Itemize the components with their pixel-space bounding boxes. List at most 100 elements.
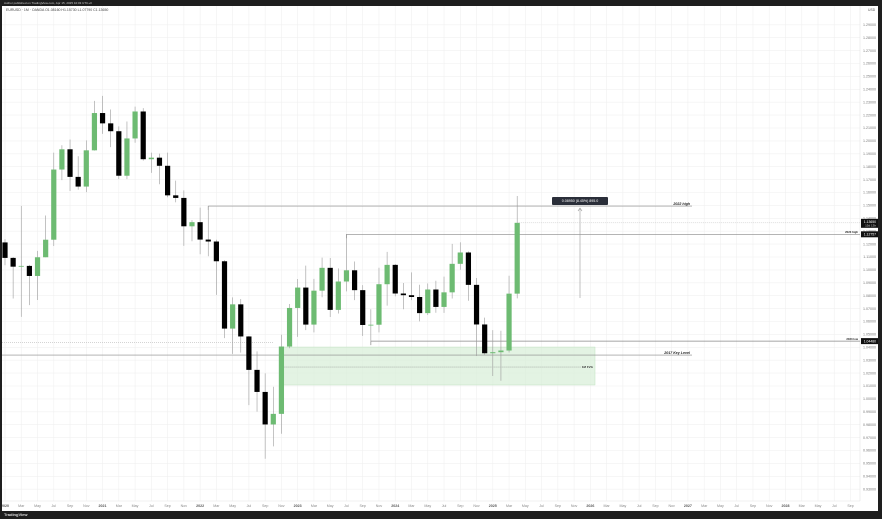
price-tick-label: 1.26000 [863,62,876,66]
price-tick-label: 1.01000 [863,384,876,388]
candle [506,275,512,353]
candle [18,205,24,317]
price-tick-label: 1.29000 [863,23,876,27]
candle-body [360,290,366,325]
candle-body [343,270,350,282]
candle-body [238,304,244,337]
time-tick-label: Sep [360,504,366,508]
candle-body [425,289,431,314]
candle-body [327,267,333,310]
candle-body [335,281,341,310]
time-tick-label: 2023 [294,504,302,508]
candle [400,283,406,310]
price-tick-label: 1.02000 [863,371,876,375]
candle [173,180,179,203]
candle [262,373,268,459]
candle-body [311,290,317,325]
candle-body [286,307,293,347]
candle-body [43,239,49,258]
price-tick-label: 1.18000 [863,165,876,169]
candle-body [10,257,16,267]
candle-body [295,287,301,308]
fvg-zone [280,346,596,386]
candle [83,140,89,193]
time-tick-label: Jul [832,504,837,508]
candle-body [384,264,390,285]
candle [205,206,211,257]
time-tick-label: Jul [149,504,154,508]
candle-body [368,324,374,326]
time-tick-label: May [132,504,139,508]
candle [392,263,398,297]
candle [408,272,415,301]
candle-body [34,257,41,276]
candle [238,299,244,353]
time-tick-label: Jul [442,504,447,508]
candlestick-chart[interactable]: 1.29000 1.28000 1.27000 1.26000 1.25000 1.240… [1,6,878,511]
candle-body [156,157,163,166]
level-label: 2017 Key Level [663,351,691,355]
candle-body [26,265,32,276]
price-tick-label: 1.09000 [863,281,876,285]
time-tick-label: Nov [376,504,383,508]
time-tick-label: May [717,504,724,508]
price-tick-label: 1.03000 [863,358,876,362]
candle-body [165,165,171,196]
price-tick-label: 0.97000 [863,436,876,440]
publish-text: Author published on TradingView.com, Apr… [4,1,92,5]
candle [327,258,333,317]
candle-body [2,242,8,258]
candle [286,303,293,349]
chart-area[interactable]: 1.29000 1.28000 1.27000 1.26000 1.25000 1.240… [1,6,878,511]
candle-body [99,113,106,124]
price-tick-label: 1.19000 [863,152,876,156]
price-tick-label: 1.21000 [863,126,876,130]
time-tick-label: Jul [539,504,544,508]
candle-body [83,150,89,187]
time-tick-label: Sep [847,504,853,508]
time-tick-label: Sep [457,504,463,508]
price-label-box [861,231,878,238]
time-tick-label: Nov [766,504,773,508]
time-tick-label: 2028 [781,504,789,508]
time-tick-label: 2025 [489,504,497,508]
candle [417,284,423,322]
candle-body [392,264,398,294]
candle [351,261,358,301]
candle-body [441,292,447,307]
candle-body [189,222,195,227]
candle [221,260,228,339]
candle-body [67,149,73,177]
time-tick-label: Jul [734,504,739,508]
candle-body [400,293,406,296]
candle-body [124,138,130,176]
publish-bar: Author published on TradingView.com, Apr… [0,0,882,6]
candle [197,207,203,255]
time-tick-label: Nov [83,504,90,508]
time-tick-label: Sep [67,504,73,508]
time-tick-label: Sep [652,504,658,508]
candle [2,239,8,266]
candle-body [116,131,122,176]
price-tick-label: 1.20000 [863,139,876,143]
time-tick-label: Mar [18,504,25,508]
candle-body [351,270,358,291]
price-tick-label: 1.12000 [863,242,876,246]
candle [116,126,122,180]
price-tick-label: 1.24000 [863,88,876,92]
candle-body [490,352,496,354]
candle-body [482,324,488,354]
candle [360,285,366,336]
time-tick-label: Sep [555,504,561,508]
time-tick-label: Jul [247,504,252,508]
candle-body [108,123,114,132]
candle [51,152,57,247]
candle-body [181,197,187,227]
price-tick-label: 0.95000 [863,462,876,466]
candle [108,109,114,148]
price-tick-label: 1.15000 [863,204,876,208]
time-tick-label: 2020 [2,504,9,508]
price-tick-label: 1.10000 [863,268,876,272]
candle-body [197,222,203,240]
candle [482,317,488,355]
